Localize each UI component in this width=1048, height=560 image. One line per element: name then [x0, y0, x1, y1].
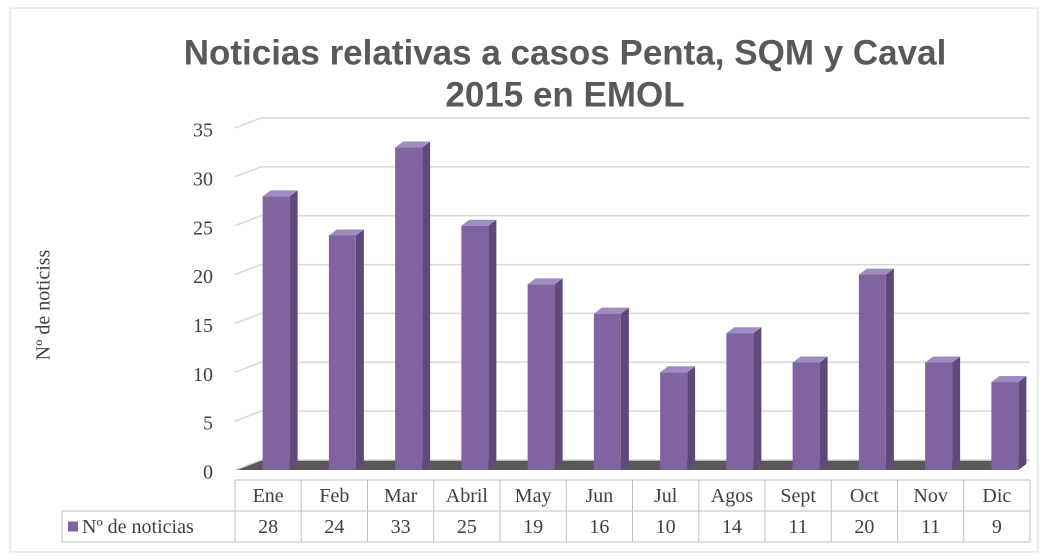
bar	[395, 141, 431, 471]
y-axis-label: Nº de noticiss	[33, 249, 55, 360]
bar-side	[819, 356, 828, 470]
bar-side	[687, 366, 696, 470]
chart-title: Noticias relativas a casos Penta, SQM y …	[184, 33, 947, 72]
chart-title: 2015 en EMOL	[445, 75, 684, 114]
bar	[328, 229, 364, 470]
bar-front	[593, 313, 621, 470]
y-tick-label: 0	[203, 462, 213, 484]
bar-top	[328, 229, 364, 236]
bar-side	[620, 307, 629, 470]
bar-front	[395, 147, 423, 471]
y-tick-label: 35	[193, 120, 213, 142]
bar-top	[593, 307, 629, 314]
y-tick-label: 20	[193, 266, 213, 288]
x-tick-label: Abril	[446, 485, 489, 507]
table-value: 28	[258, 516, 278, 538]
bar-top	[262, 190, 298, 197]
bar-top	[527, 278, 563, 285]
x-tick-label: May	[515, 485, 552, 507]
bar	[593, 307, 629, 470]
y-tick-label: 30	[193, 168, 213, 190]
legend-label: Nº de noticias	[82, 516, 194, 538]
bar-side	[422, 141, 431, 471]
bar	[858, 268, 894, 470]
bar-front	[858, 274, 886, 470]
grid-line	[234, 459, 1030, 471]
bar-front	[527, 284, 555, 470]
bar-top	[991, 376, 1027, 383]
y-tick-label: 5	[203, 413, 213, 435]
grid-line	[234, 312, 1030, 325]
y-tick-label: 10	[193, 364, 213, 386]
floor	[235, 460, 1030, 470]
bar	[660, 366, 696, 470]
table-value: 14	[722, 516, 742, 538]
x-tick-label: Mar	[384, 485, 418, 507]
bar-front	[660, 372, 688, 470]
table-value: 20	[854, 516, 874, 538]
bar-front	[328, 235, 356, 470]
bar-top	[461, 219, 497, 226]
bar	[726, 327, 762, 470]
table-value: 16	[589, 516, 609, 538]
bar-side	[952, 356, 961, 470]
x-tick-label: Agos	[711, 485, 753, 507]
bar	[461, 219, 497, 470]
grid-line	[234, 361, 1030, 373]
table-value: 11	[788, 516, 807, 538]
x-tick-label: Feb	[319, 485, 349, 507]
table-value: 10	[656, 516, 676, 538]
bar-side	[885, 268, 894, 470]
bar	[991, 376, 1027, 470]
table-value: 33	[391, 516, 411, 538]
bar-side	[1018, 376, 1027, 470]
table-value: 9	[992, 516, 1002, 538]
legend-swatch	[68, 521, 78, 532]
bar-side	[554, 278, 563, 470]
bar-top	[925, 356, 961, 363]
bar-front	[262, 196, 290, 470]
bar-side	[355, 229, 364, 470]
bar-front	[726, 333, 754, 470]
table-value: 19	[523, 516, 543, 538]
bar-side	[488, 219, 497, 470]
x-tick-label: Nov	[913, 485, 947, 507]
y-tick-label: 15	[193, 315, 213, 337]
x-tick-label: Sept	[780, 485, 816, 507]
x-tick-label: Jun	[585, 485, 613, 507]
bar-side	[289, 190, 298, 470]
x-tick-label: Dic	[982, 485, 1011, 507]
bar-top	[792, 356, 828, 363]
bar-top	[858, 268, 894, 275]
grid-line	[234, 166, 1030, 178]
table-value: 25	[457, 516, 477, 538]
grid-line	[234, 117, 1030, 129]
x-tick-label: Ene	[253, 485, 284, 507]
bar-front	[461, 225, 489, 470]
bar	[925, 356, 961, 470]
bar-front	[991, 382, 1019, 470]
bar	[792, 356, 828, 470]
grid-line	[234, 410, 1030, 422]
bar	[262, 190, 298, 470]
bar-top	[395, 141, 431, 148]
x-tick-label: Jul	[654, 485, 678, 507]
table-value: 24	[324, 516, 344, 538]
grid-line	[234, 214, 1030, 227]
bar-side	[753, 327, 762, 470]
grid-line	[234, 263, 1030, 276]
y-tick-label: 25	[193, 217, 213, 239]
x-tick-label: Oct	[850, 485, 879, 507]
table-value: 11	[921, 516, 940, 538]
bar-top	[726, 327, 762, 334]
bar-front	[792, 362, 820, 470]
bar-top	[660, 366, 696, 373]
bar-front	[925, 362, 953, 470]
bar	[527, 278, 563, 470]
